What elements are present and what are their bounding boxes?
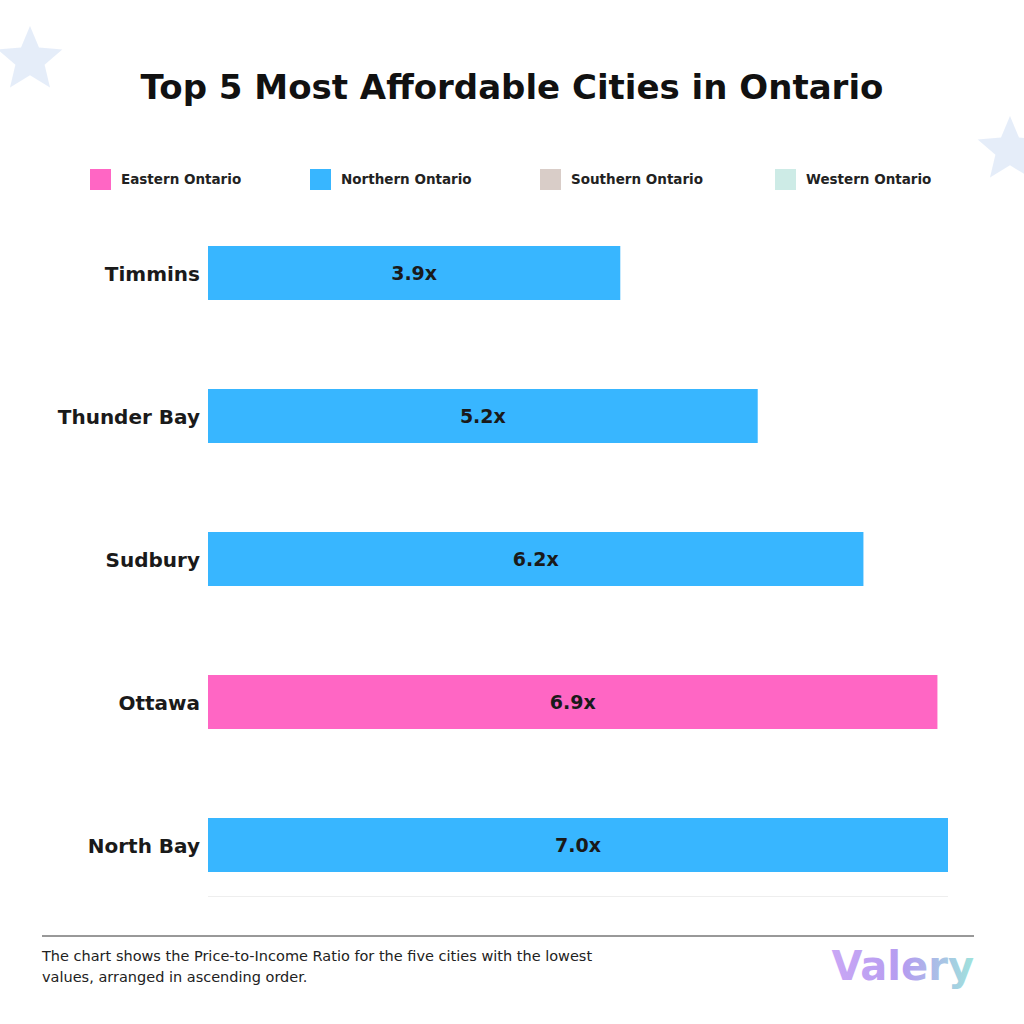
legend: Eastern Ontario Northern Ontario Southern … (90, 169, 931, 190)
category-label: Thunder Bay (58, 405, 200, 429)
title: Top 5 Most Affordable Cities in Ontario (141, 67, 884, 107)
footnote: The chart shows the Price-to-Income Rati… (41, 948, 592, 985)
decor-leaf (0, 26, 62, 88)
bar (208, 532, 863, 586)
data-label: 6.9x (550, 691, 596, 713)
bars (208, 246, 948, 872)
legend-label: Eastern Ontario (121, 171, 241, 187)
category-label: Ottawa (118, 691, 200, 715)
category-labels: Timmins Thunder Bay Sudbury Ottawa North Bay (58, 262, 200, 858)
legend-label: Northern Ontario (341, 171, 472, 187)
data-label: 7.0x (555, 834, 601, 856)
data-label: 3.9x (391, 262, 437, 284)
bar (208, 818, 948, 872)
chart-svg: Top 5 Most Affordable Cities in Ontario E… (0, 0, 1024, 1024)
legend-swatch (540, 169, 561, 190)
legend-swatch (310, 169, 331, 190)
footnote-line: The chart shows the Price-to-Income Rati… (41, 948, 592, 964)
footnote-line: values, arranged in ascending order. (42, 969, 307, 985)
decor-leaf (978, 116, 1024, 178)
footnote-rule (42, 936, 974, 937)
x-axis-line (208, 896, 948, 897)
data-labels: 6.9x 3.9x 5.2x 6.2x 7.0x (391, 262, 601, 856)
legend-label: Southern Ontario (571, 171, 703, 187)
category-label: Sudbury (106, 548, 200, 572)
data-label: 6.2x (513, 548, 559, 570)
bar (208, 389, 758, 443)
bar (208, 675, 937, 729)
category-label: North Bay (88, 834, 200, 858)
legend-swatch (775, 169, 796, 190)
background (0, 0, 1024, 1024)
logo: Valery (832, 943, 974, 989)
data-label: 5.2x (460, 405, 506, 427)
legend-swatch (90, 169, 111, 190)
bar (208, 246, 620, 300)
chart-root: Top 5 Most Affordable Cities in Ontario E… (0, 0, 1024, 1024)
legend-label: Western Ontario (806, 171, 931, 187)
category-label: Timmins (105, 262, 200, 286)
